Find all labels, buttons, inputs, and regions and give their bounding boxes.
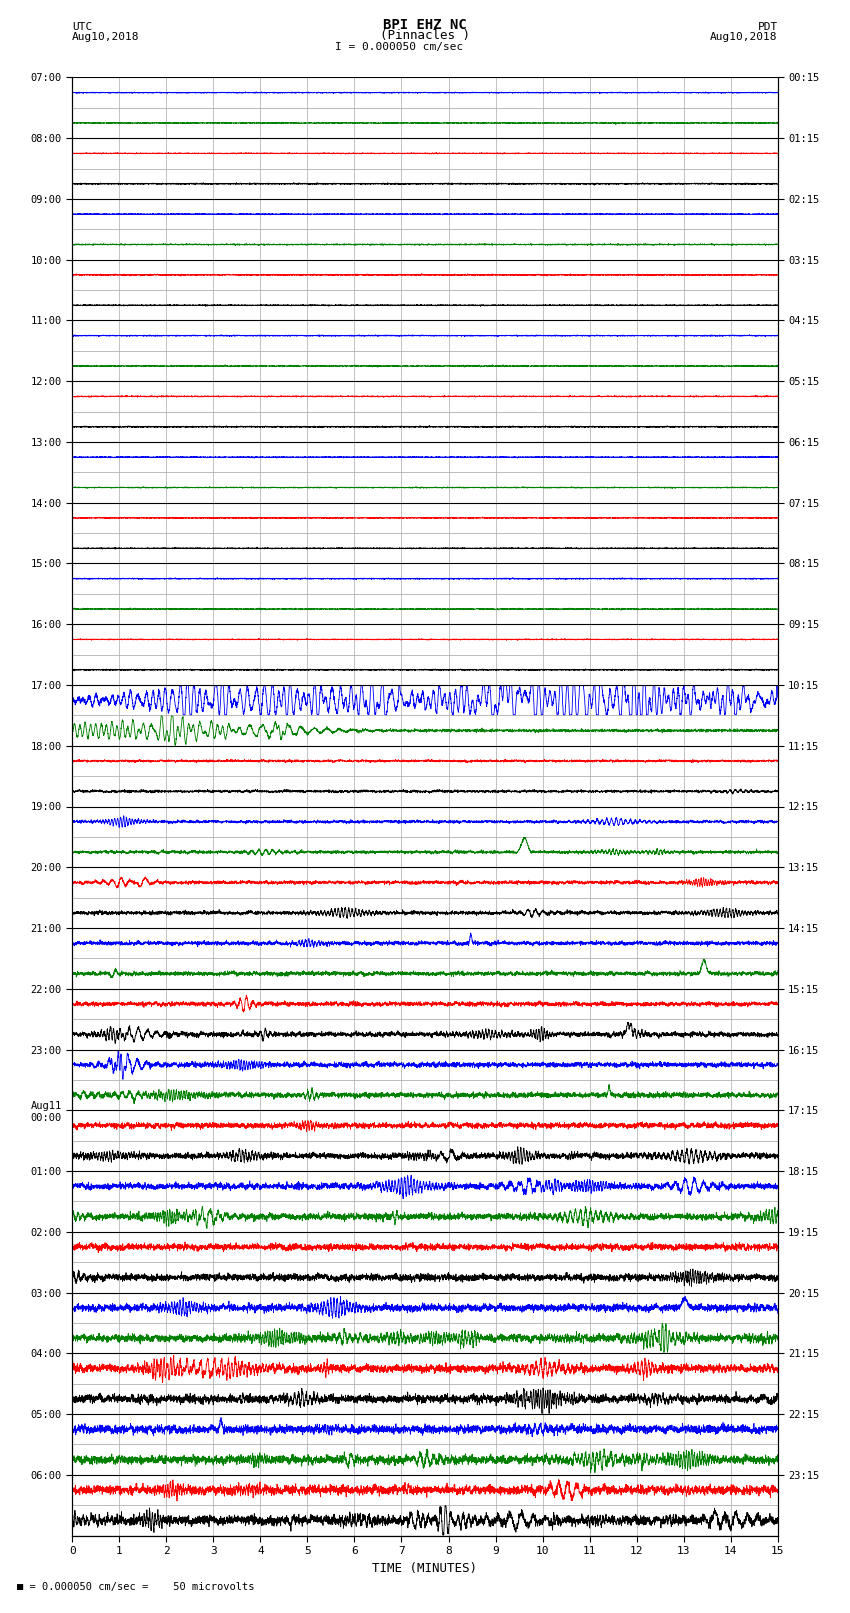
Text: Aug10,2018: Aug10,2018 — [72, 32, 139, 42]
Text: PDT: PDT — [757, 23, 778, 32]
X-axis label: TIME (MINUTES): TIME (MINUTES) — [372, 1561, 478, 1574]
Text: (Pinnacles ): (Pinnacles ) — [380, 29, 470, 42]
Text: Aug10,2018: Aug10,2018 — [711, 32, 778, 42]
Text: ■ = 0.000050 cm/sec =    50 microvolts: ■ = 0.000050 cm/sec = 50 microvolts — [17, 1582, 254, 1592]
Text: UTC: UTC — [72, 23, 93, 32]
Text: I = 0.000050 cm/sec: I = 0.000050 cm/sec — [336, 42, 463, 52]
Text: BPI EHZ NC: BPI EHZ NC — [383, 18, 467, 32]
